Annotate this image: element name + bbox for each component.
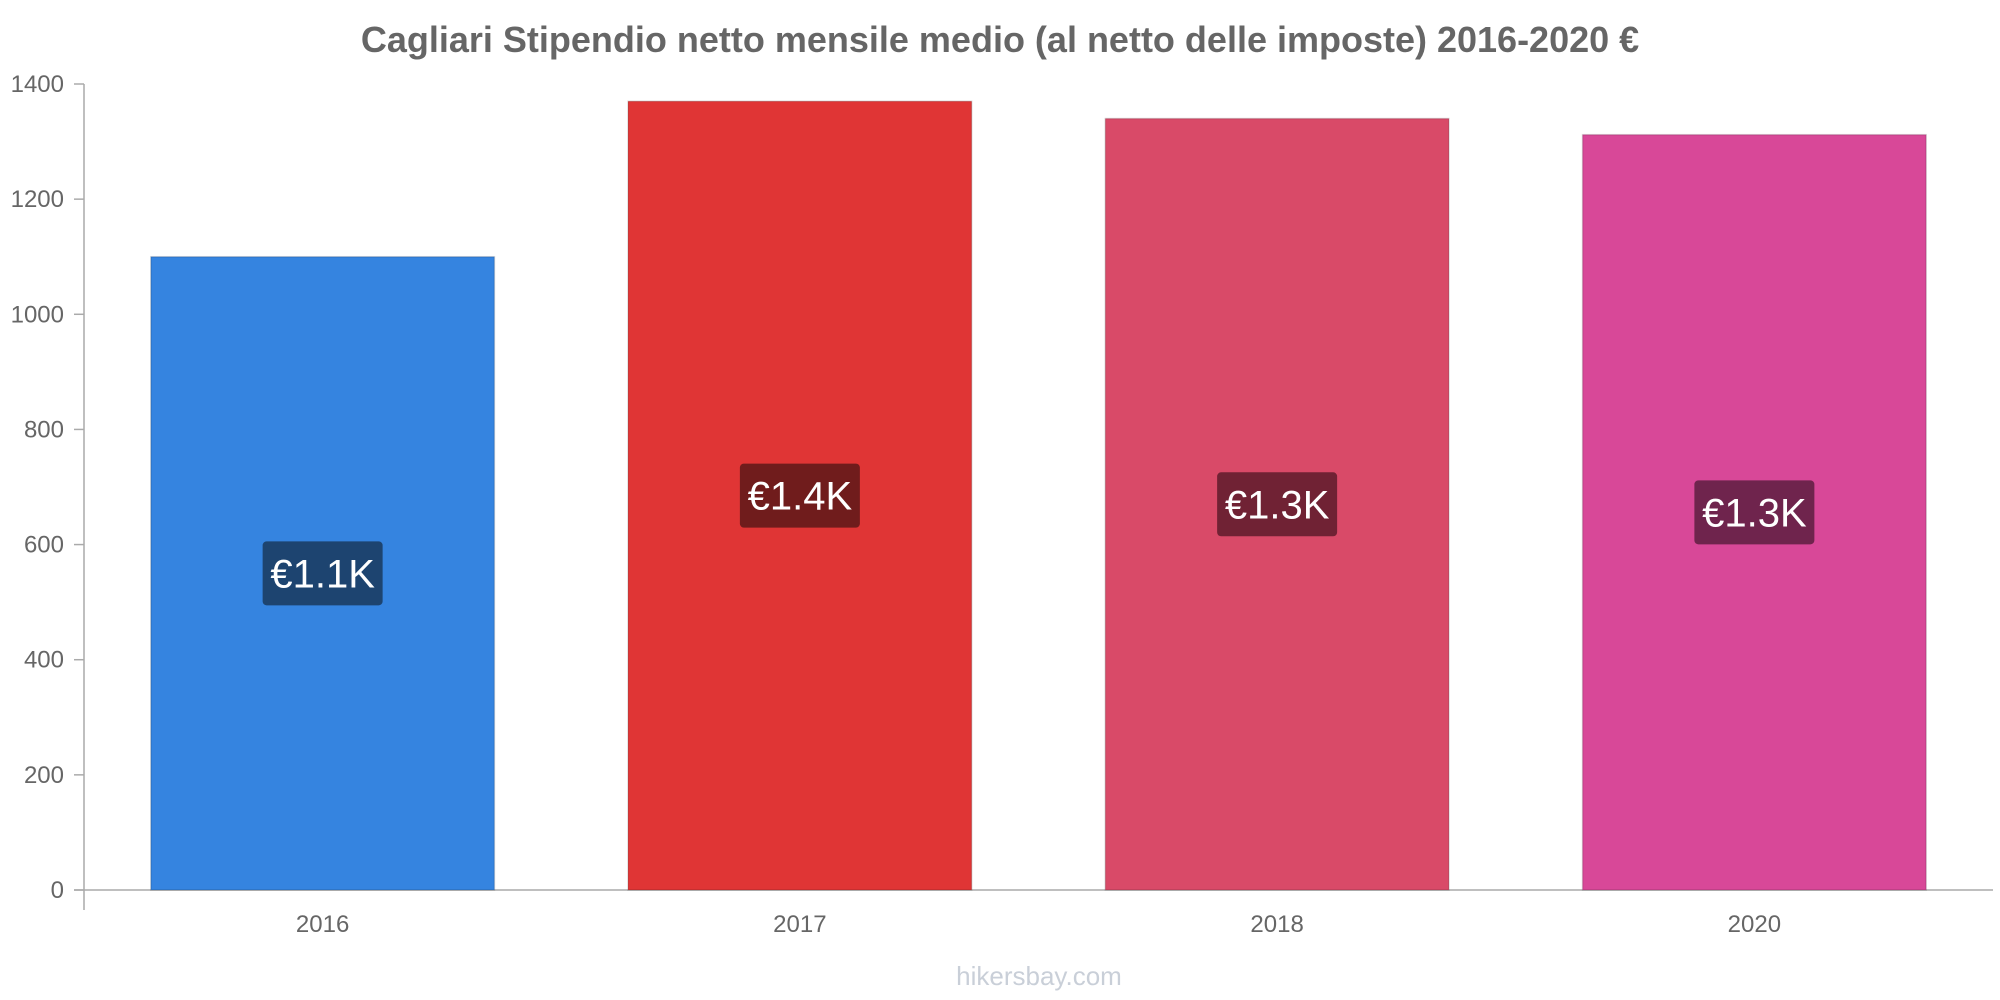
x-tick-label: 2018 (1250, 911, 1303, 938)
y-tick-label: 200 (24, 762, 64, 789)
data-label-bg (739, 463, 860, 528)
chart-title: Cagliari Stipendio netto mensile medio (… (361, 19, 1639, 60)
bars-group: €1.1K €1.4K €1.3K €1.3K (150, 100, 1927, 891)
x-tick-label: 2016 (296, 911, 349, 938)
data-label: €1.1K (270, 552, 375, 596)
y-tick-label: 1400 (11, 71, 64, 98)
bar-group: €1.1K (150, 255, 496, 891)
y-tick-label: 600 (24, 532, 64, 559)
y-tick-label: 1200 (11, 186, 64, 213)
y-tick-label: 400 (24, 647, 64, 674)
data-label-bg (262, 541, 383, 606)
data-label-bg (1217, 472, 1338, 537)
bar-group: €1.3K (1104, 117, 1450, 891)
y-tick-label: 1000 (11, 301, 64, 328)
watermark: hikersbay.com (956, 961, 1122, 991)
y-tick-label: 0 (51, 877, 64, 904)
x-axis: 2016 2017 2018 2020 (74, 889, 1993, 938)
bar-group: €1.3K (1581, 133, 1927, 891)
x-tick-label: 2017 (773, 911, 826, 938)
bar-group: €1.4K (627, 100, 973, 891)
y-tick-label: 800 (24, 416, 64, 443)
data-label: €1.3K (1225, 483, 1330, 527)
data-label: €1.3K (1702, 491, 1807, 535)
y-axis: 0 200 400 600 800 1000 1200 1400 (11, 71, 85, 910)
data-label: €1.4K (748, 475, 853, 519)
data-label-bg (1694, 480, 1815, 545)
x-tick-label: 2020 (1728, 911, 1781, 938)
